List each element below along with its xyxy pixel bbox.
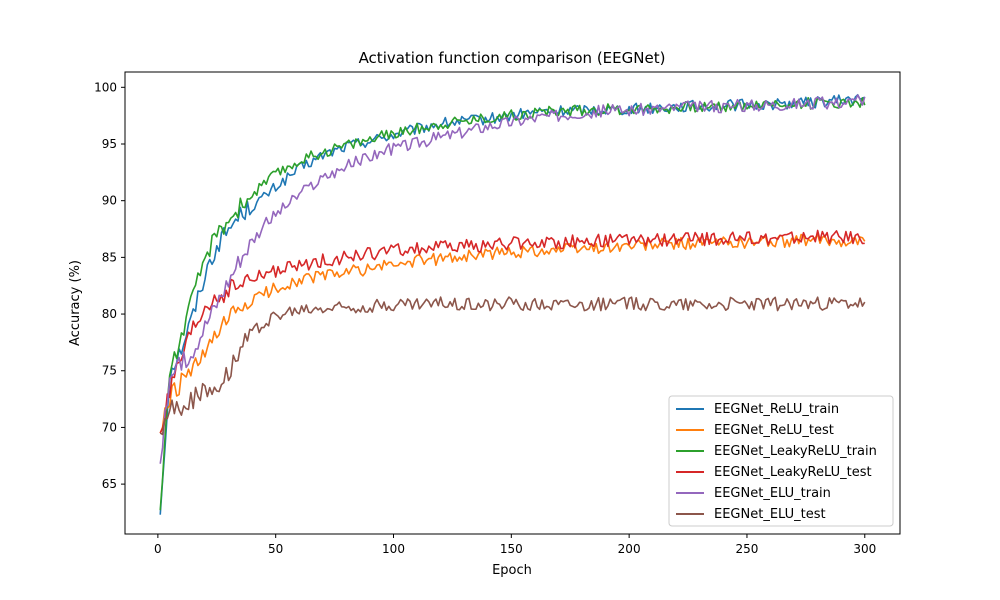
x-tick-label: 0 <box>154 542 162 556</box>
x-axis-label: Epoch <box>492 563 532 578</box>
y-axis-label: Accuracy (%) <box>68 260 83 346</box>
x-tick-label: 300 <box>853 542 876 556</box>
series-lines <box>159 93 866 515</box>
legend-label: EEGNet_ReLU_train <box>714 402 839 417</box>
series-line-eegnet-elu-test <box>159 296 866 436</box>
y-tick-label: 70 <box>102 420 117 434</box>
y-axis: 65 70 75 80 85 90 95 100 <box>94 80 125 491</box>
legend-box <box>668 395 894 527</box>
legend-label: EEGNet_LeakyReLU_test <box>714 465 872 480</box>
y-tick-label: 100 <box>94 80 117 94</box>
legend-label: EEGNet_ELU_test <box>714 507 826 522</box>
y-tick-label: 85 <box>102 250 117 264</box>
series-line-eegnet-leakyrelu-test <box>159 229 865 434</box>
series-line-eegnet-leakyrelu-train <box>159 96 866 511</box>
x-tick-label: 50 <box>268 542 283 556</box>
series-line-eegnet-elu-train <box>159 94 866 464</box>
y-tick-label: 65 <box>102 477 117 491</box>
legend-label: EEGNet_ELU_train <box>714 486 831 501</box>
x-tick-label: 250 <box>736 542 759 556</box>
x-tick-label: 100 <box>382 542 405 556</box>
legend-label: EEGNet_LeakyReLU_train <box>714 444 877 459</box>
x-tick-label: 150 <box>500 542 523 556</box>
y-tick-label: 90 <box>102 194 117 208</box>
plot-area-frame <box>124 71 901 535</box>
y-tick-label: 95 <box>102 137 117 151</box>
y-tick-label: 80 <box>102 307 117 321</box>
x-tick-label: 200 <box>618 542 641 556</box>
y-tick-label: 75 <box>102 364 117 378</box>
x-axis: 0 50 100 150 200 250 300 <box>154 534 876 556</box>
chart-title: Activation function comparison (EEGNet) <box>359 49 666 67</box>
series-line-eegnet-relu-test <box>159 233 866 434</box>
legend: EEGNet_ReLU_train EEGNet_ReLU_test EEGNet_… <box>668 395 894 527</box>
legend-label: EEGNet_ReLU_test <box>714 423 834 438</box>
